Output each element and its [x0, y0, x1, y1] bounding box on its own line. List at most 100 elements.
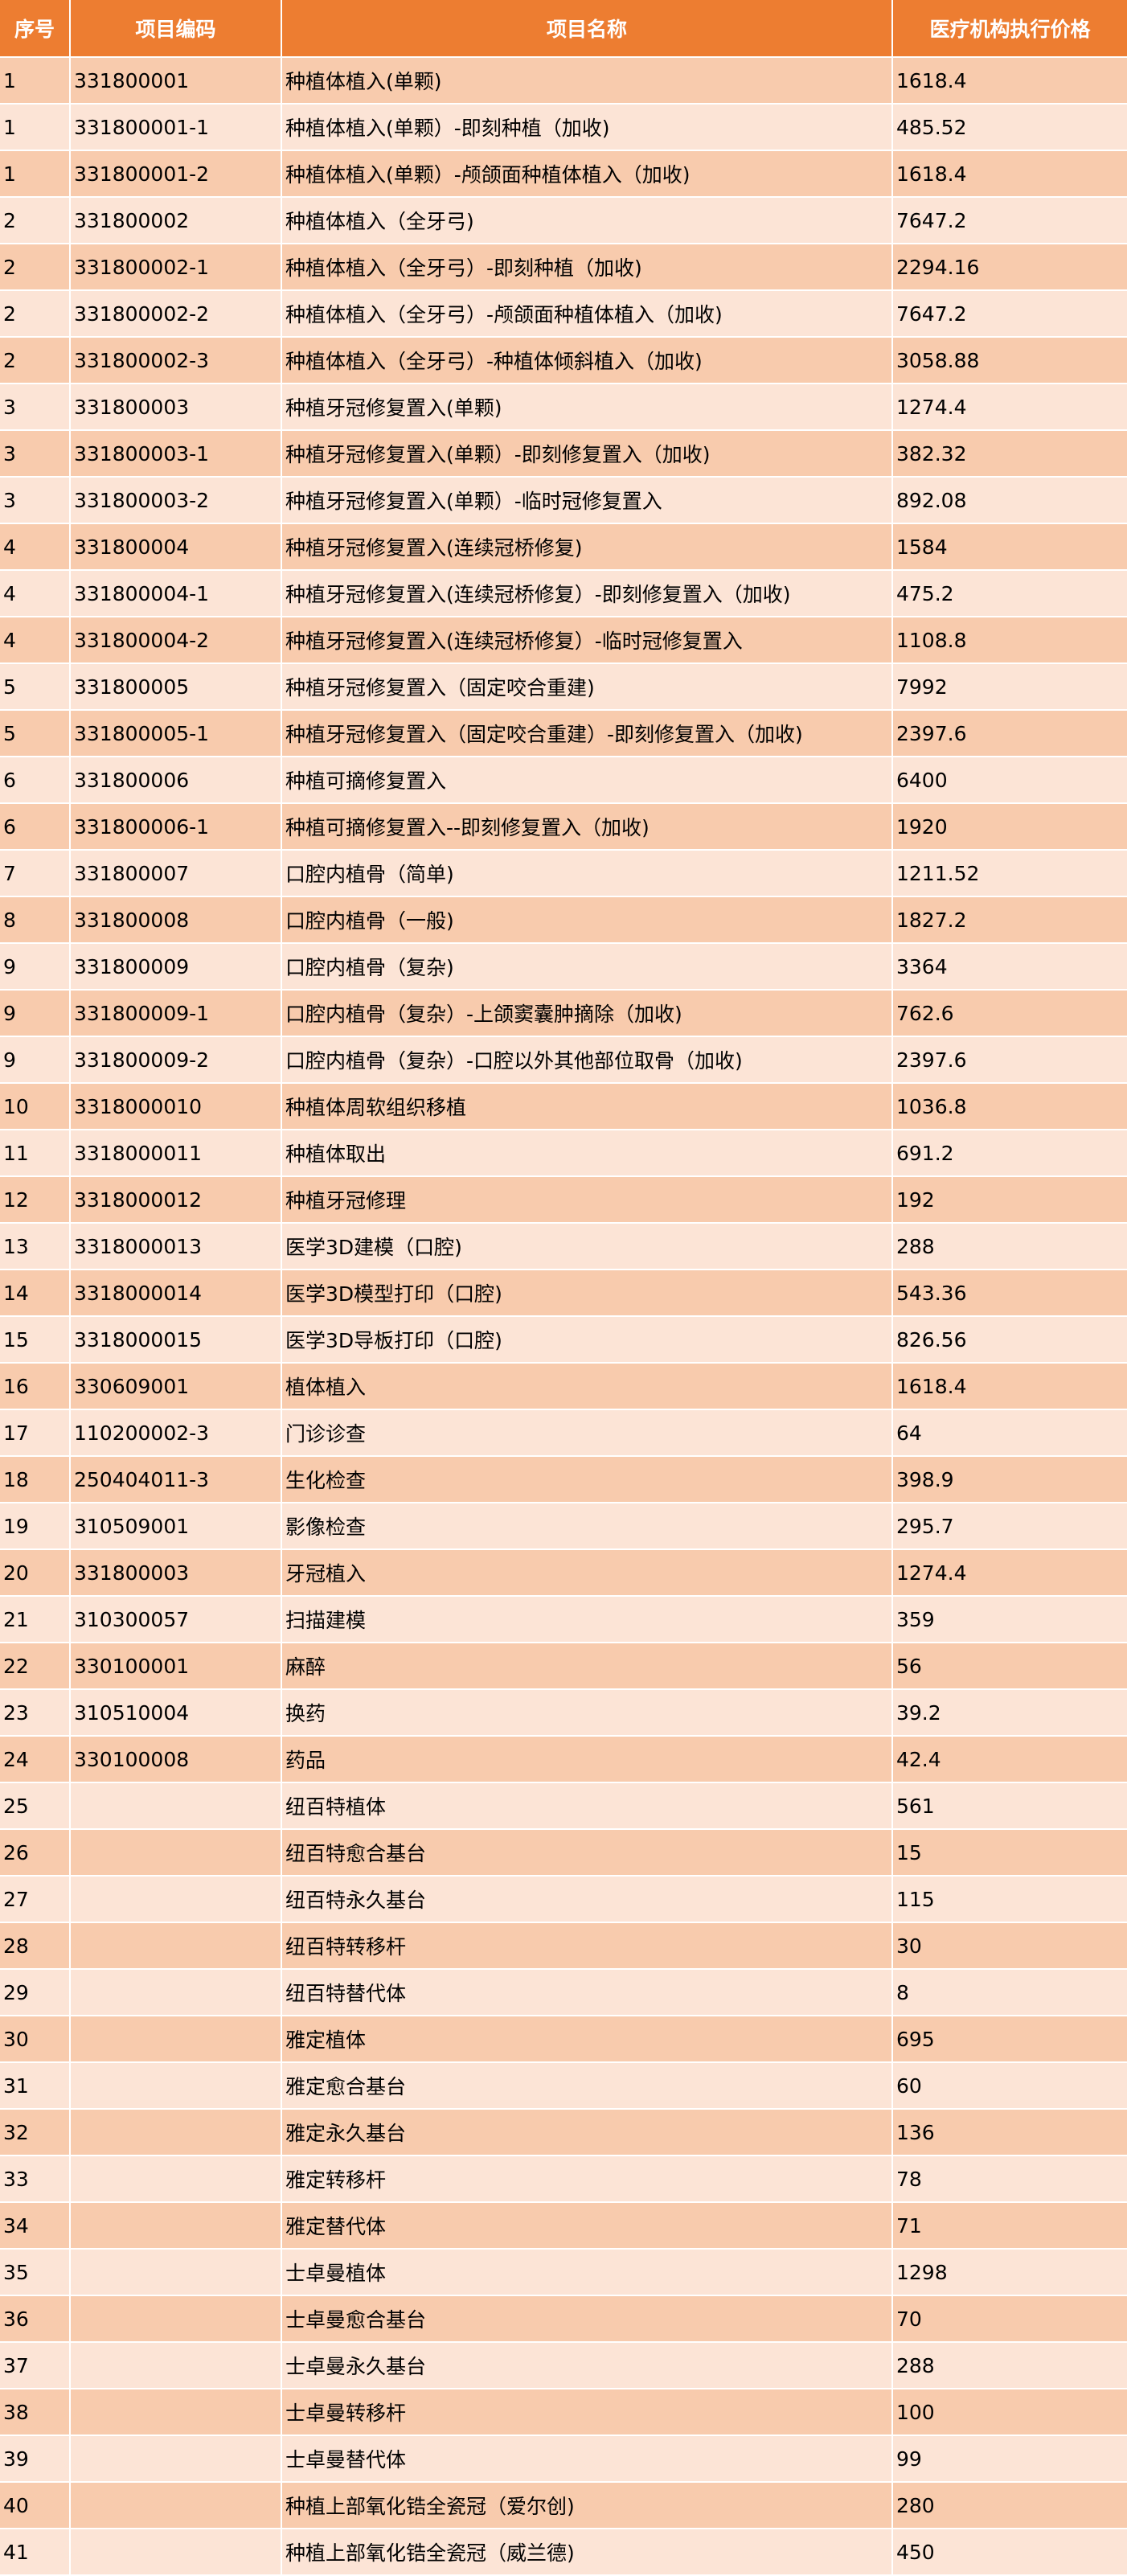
cell-price: 695 [891, 2015, 1127, 2063]
header-code: 项目编码 [69, 0, 282, 58]
cell-code: 3318000011 [69, 1129, 282, 1177]
cell-name: 种植体植入（全牙弓）-种植体倾斜植入（加收) [281, 336, 893, 384]
cell-name: 士卓曼永久基台 [281, 2341, 893, 2389]
table-row: 3 331800003-1 种植牙冠修复置入(单颗）-即刻修复置入（加收) 382.3… [0, 429, 1127, 478]
cell-name: 士卓曼转移杆 [281, 2388, 893, 2436]
cell-code: 331800001-2 [69, 150, 282, 198]
cell-price: 450 [891, 2528, 1127, 2576]
cell-code: 331800004-1 [69, 569, 282, 617]
cell-price: 1920 [891, 802, 1127, 851]
cell-code: 331800009 [69, 942, 282, 991]
cell-name: 医学3D导板打印（口腔) [281, 1315, 893, 1364]
cell-code: 331800007 [69, 849, 282, 897]
cell-index: 22 [0, 1642, 71, 1690]
table-row: 32 雅定永久基台 136 [0, 2108, 1127, 2156]
cell-name: 纽百特替代体 [281, 1968, 893, 2016]
cell-price: 136 [891, 2108, 1127, 2156]
cell-code: 331800003-1 [69, 429, 282, 478]
table-row: 2 331800002-2 种植体植入（全牙弓）-颅颌面种植体植入（加收) 7647.… [0, 289, 1127, 338]
cell-price: 39.2 [891, 1688, 1127, 1737]
table-row: 19 310509001 影像检查 295.7 [0, 1502, 1127, 1550]
cell-name: 麻醉 [281, 1642, 893, 1690]
cell-name: 种植上部氧化锆全瓷冠（威兰德) [281, 2528, 893, 2576]
cell-code: 331800008 [69, 896, 282, 944]
table-body: 1 331800001 种植体植入(单颗) 1618.4 1 331800001-1 种植体… [0, 56, 1127, 2576]
cell-code: 331800004 [69, 523, 282, 571]
table-row: 4 331800004-1 种植牙冠修复置入(连续冠桥修复）-即刻修复置入（加收) 4… [0, 569, 1127, 617]
cell-name: 雅定植体 [281, 2015, 893, 2063]
cell-code: 331800003-2 [69, 476, 282, 524]
table-row: 31 雅定愈合基台 60 [0, 2061, 1127, 2110]
cell-index: 41 [0, 2528, 71, 2576]
cell-code [69, 2434, 282, 2483]
table-row: 38 士卓曼转移杆 100 [0, 2388, 1127, 2436]
cell-code [69, 2388, 282, 2436]
cell-name: 纽百特转移杆 [281, 1922, 893, 1970]
table-row: 27 纽百特永久基台 115 [0, 1875, 1127, 1923]
cell-name: 牙冠植入 [281, 1548, 893, 1597]
cell-name: 士卓曼替代体 [281, 2434, 893, 2483]
cell-price: 1036.8 [891, 1082, 1127, 1130]
cell-price: 99 [891, 2434, 1127, 2483]
cell-name: 种植牙冠修复置入(单颗）-临时冠修复置入 [281, 476, 893, 524]
cell-name: 口腔内植骨（复杂）-口腔以外其他部位取骨（加收) [281, 1036, 893, 1084]
cell-code: 250404011-3 [69, 1455, 282, 1503]
cell-index: 2 [0, 196, 71, 244]
cell-price: 295.7 [891, 1502, 1127, 1550]
cell-code [69, 2341, 282, 2389]
table-row: 35 士卓曼植体 1298 [0, 2248, 1127, 2296]
cell-index: 19 [0, 1502, 71, 1550]
cell-price: 60 [891, 2061, 1127, 2110]
cell-code: 330100008 [69, 1735, 282, 1783]
cell-name: 纽百特植体 [281, 1782, 893, 1830]
cell-index: 4 [0, 616, 71, 664]
cell-price: 288 [891, 1222, 1127, 1270]
cell-price: 762.6 [891, 989, 1127, 1037]
cell-code: 331800009-1 [69, 989, 282, 1037]
table-row: 4 331800004-2 种植牙冠修复置入(连续冠桥修复）-临时冠修复置入 1108… [0, 616, 1127, 664]
table-row: 1 331800001 种植体植入(单颗) 1618.4 [0, 56, 1127, 105]
cell-index: 13 [0, 1222, 71, 1270]
table-row: 2 331800002-3 种植体植入（全牙弓）-种植体倾斜植入（加收) 3058.8… [0, 336, 1127, 384]
cell-name: 士卓曼愈合基台 [281, 2295, 893, 2343]
cell-price: 64 [891, 1409, 1127, 1457]
cell-code: 310300057 [69, 1595, 282, 1643]
cell-price: 115 [891, 1875, 1127, 1923]
table-row: 11 3318000011 种植体取出 691.2 [0, 1129, 1127, 1177]
cell-name: 种植体取出 [281, 1129, 893, 1177]
cell-code [69, 1875, 282, 1923]
cell-index: 1 [0, 150, 71, 198]
cell-code [69, 2155, 282, 2203]
table-row: 29 纽百特替代体 8 [0, 1968, 1127, 2016]
table-row: 20 331800003 牙冠植入 1274.4 [0, 1548, 1127, 1597]
table-row: 7 331800007 口腔内植骨（简单) 1211.52 [0, 849, 1127, 897]
cell-name: 门诊诊查 [281, 1409, 893, 1457]
cell-index: 21 [0, 1595, 71, 1643]
cell-code [69, 2481, 282, 2529]
table-header: 序号 项目编码 项目名称 医疗机构执行价格 [0, 0, 1127, 58]
cell-price: 892.08 [891, 476, 1127, 524]
cell-index: 1 [0, 103, 71, 151]
cell-index: 4 [0, 569, 71, 617]
table-row: 21 310300057 扫描建模 359 [0, 1595, 1127, 1643]
cell-code [69, 2248, 282, 2296]
table-row: 3 331800003 种植牙冠修复置入(单颗) 1274.4 [0, 383, 1127, 431]
cell-index: 11 [0, 1129, 71, 1177]
cell-code: 331800006-1 [69, 802, 282, 851]
cell-name: 种植牙冠修复置入(单颗) [281, 383, 893, 431]
cell-price: 2294.16 [891, 243, 1127, 291]
table-row: 34 雅定替代体 71 [0, 2201, 1127, 2250]
table-row: 5 331800005 种植牙冠修复置入（固定咬合重建) 7992 [0, 662, 1127, 711]
table-row: 12 3318000012 种植牙冠修理 192 [0, 1175, 1127, 1224]
cell-name: 种植体植入(单颗）-颅颌面种植体植入（加收) [281, 150, 893, 198]
cell-price: 56 [891, 1642, 1127, 1690]
cell-price: 42.4 [891, 1735, 1127, 1783]
table-row: 30 雅定植体 695 [0, 2015, 1127, 2063]
cell-price: 475.2 [891, 569, 1127, 617]
cell-index: 27 [0, 1875, 71, 1923]
cell-price: 6400 [891, 756, 1127, 804]
table-row: 24 330100008 药品 42.4 [0, 1735, 1127, 1783]
cell-index: 5 [0, 662, 71, 711]
table-row: 9 331800009-2 口腔内植骨（复杂）-口腔以外其他部位取骨（加收) 2397… [0, 1036, 1127, 1084]
cell-price: 3364 [891, 942, 1127, 991]
